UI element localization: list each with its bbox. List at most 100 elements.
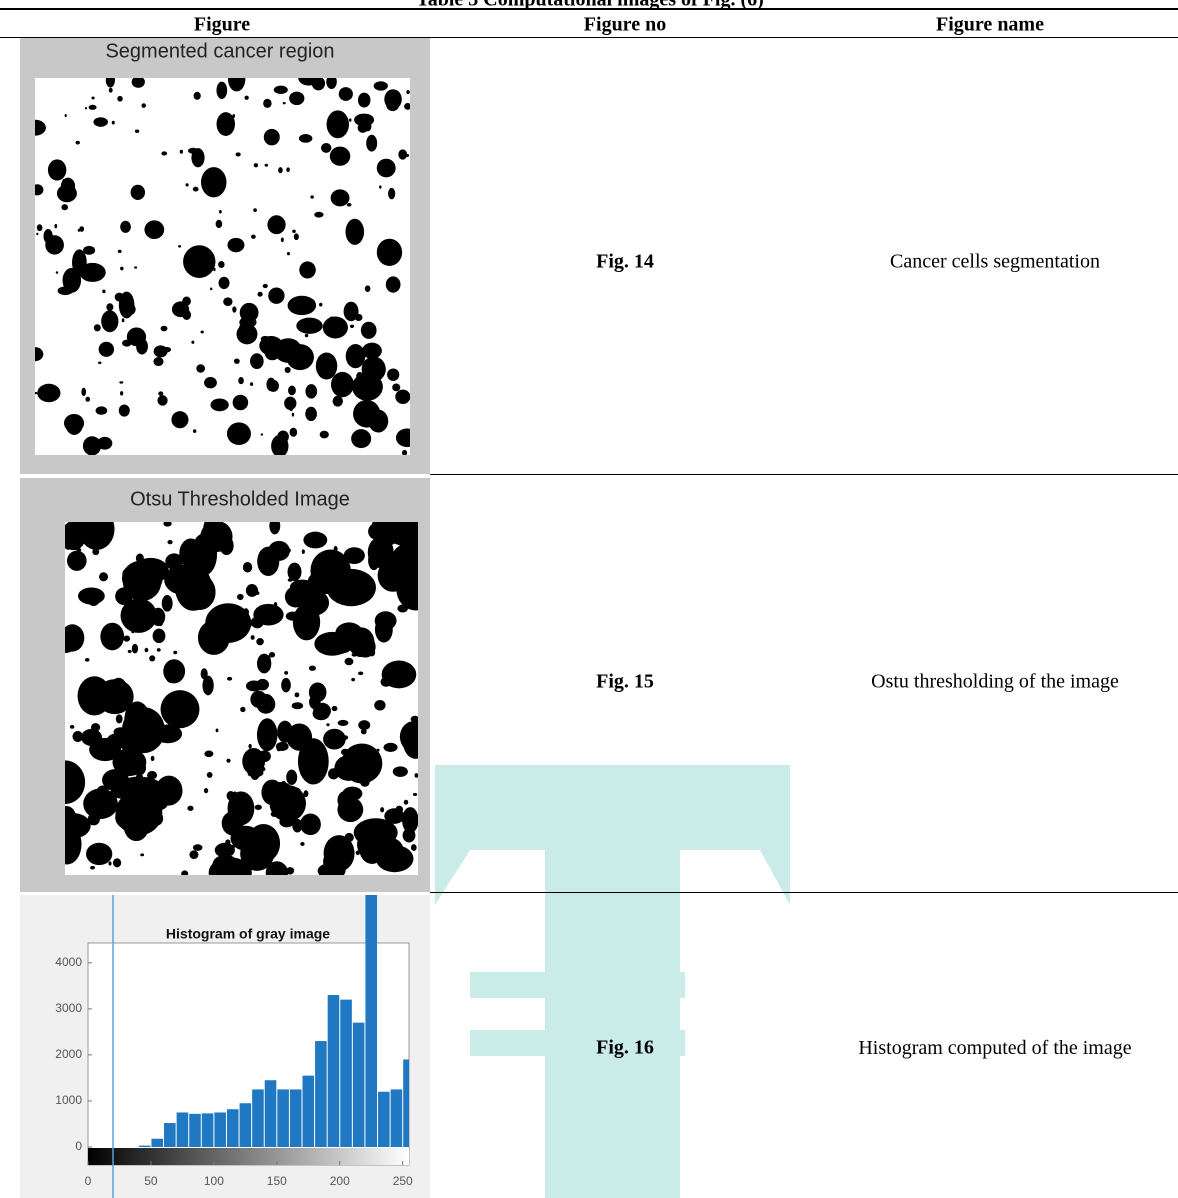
cell-blob (250, 353, 264, 369)
cell-blob (48, 159, 66, 180)
cell-blob (368, 410, 388, 433)
cell-blob (263, 99, 271, 108)
image-title: Otsu Thresholded Image (130, 488, 350, 510)
cell-blob (269, 291, 273, 294)
cell-blob (201, 167, 227, 197)
cell-blob (120, 391, 123, 395)
cell-blob (81, 388, 86, 396)
cell-blob (120, 598, 156, 633)
cell-blob (290, 428, 298, 437)
cell-blob (292, 230, 296, 233)
cell-blob (251, 235, 256, 239)
cell-blob (282, 728, 286, 733)
figure-images: Segmented cancer region Otsu Thresholded… (0, 0, 1178, 1198)
rule (430, 892, 1178, 893)
cell-blob (183, 245, 215, 278)
cell-blob (316, 214, 319, 216)
column-header: Figure (194, 14, 250, 37)
cell-blob (243, 562, 252, 573)
cell-blob (388, 188, 395, 199)
cell-blob (236, 152, 241, 156)
figure-name: Histogram computed of the image (855, 1034, 1135, 1062)
cell-blob (124, 812, 149, 841)
cell-blob (296, 318, 322, 334)
cell-blob (204, 750, 213, 757)
cell-blob (244, 96, 248, 100)
cell-blob (191, 148, 204, 167)
cell-blob (96, 785, 109, 800)
x-tick-label: 100 (204, 1174, 224, 1188)
cell-blob (356, 851, 360, 855)
cell-blob (162, 595, 173, 612)
cell-blob (223, 297, 232, 306)
rule (0, 37, 1178, 38)
cell-blob (65, 114, 67, 117)
cell-blob (112, 748, 146, 776)
cell-blob (348, 627, 374, 657)
cell-blob (131, 630, 134, 634)
bar (378, 1092, 390, 1147)
cell-blob (299, 261, 316, 278)
cell-blob (287, 252, 290, 255)
cell-blob (49, 385, 53, 389)
cell-blob (210, 288, 212, 291)
cell-blob (85, 397, 90, 402)
cell-blob (210, 870, 214, 873)
cell-blob (62, 190, 68, 196)
cell-blob (216, 220, 223, 228)
cell-blob (257, 718, 278, 751)
table-caption: Table 3 Computational images of Fig. (6) (416, 0, 764, 12)
cell-blob (386, 100, 399, 111)
cell-blob (334, 546, 338, 552)
cell-blob (307, 764, 319, 784)
cell-blob (161, 690, 200, 728)
chart-title: Histogram of gray image (166, 926, 330, 942)
cell-blob (54, 224, 57, 229)
cell-blob (218, 122, 222, 126)
cell-blob (201, 331, 204, 334)
rule (430, 474, 1178, 475)
page: Segmented cancer region Otsu Thresholded… (0, 0, 1178, 1198)
cell-blob (341, 749, 349, 756)
cell-blob (110, 678, 127, 702)
cell-blob (119, 381, 123, 383)
cell-blob (256, 679, 269, 690)
bar (151, 1139, 163, 1147)
cell-blob (395, 390, 410, 404)
cell-blob (208, 591, 212, 596)
cell-blob (152, 812, 163, 825)
cell-blob (333, 396, 343, 407)
cell-blob (292, 413, 294, 417)
bar (277, 1089, 289, 1147)
cell-blob (293, 604, 320, 641)
cell-blob (232, 114, 235, 118)
bar (328, 995, 340, 1147)
cell-blob (380, 807, 384, 812)
cell-blob (403, 828, 416, 842)
cell-blob (73, 731, 84, 742)
cell-blob (406, 90, 409, 94)
cell-blob (339, 87, 353, 101)
cell-blob (259, 336, 283, 355)
cell-blob (261, 433, 263, 435)
x-tick-label: 200 (330, 1174, 350, 1188)
cell-blob (404, 800, 409, 805)
cell-blob (89, 105, 97, 110)
cell-blob (285, 367, 291, 373)
cell-blob (328, 317, 335, 324)
cell-blob (254, 163, 258, 167)
cell-blob (101, 310, 118, 332)
cell-blob (264, 655, 270, 663)
cell-blob (161, 151, 167, 155)
x-tick-label: 150 (267, 1174, 287, 1188)
cell-blob (165, 553, 183, 569)
cell-blob (96, 406, 108, 414)
cell-blob (268, 288, 284, 304)
cell-blob (397, 604, 408, 612)
cell-blob (377, 159, 396, 178)
cell-blob (305, 334, 309, 337)
cell-blob (100, 623, 124, 651)
cell-blob (258, 694, 274, 709)
cell-blob (132, 644, 138, 654)
cell-blob (302, 549, 305, 554)
